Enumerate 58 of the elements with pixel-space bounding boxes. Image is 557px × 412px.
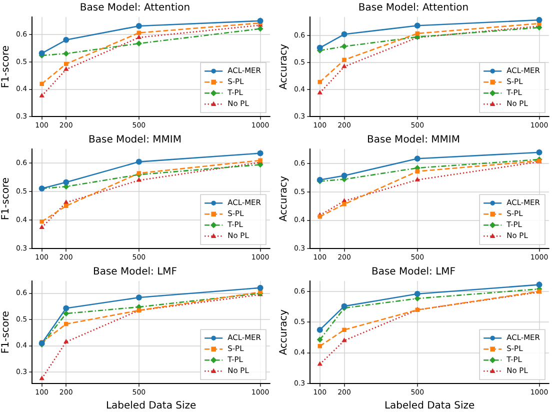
chart-title: Base Model: MMIM — [367, 134, 460, 146]
point — [63, 50, 70, 57]
chart-title: Base Model: Attention — [358, 2, 469, 14]
point — [342, 202, 346, 206]
point — [40, 82, 44, 86]
point — [40, 219, 44, 224]
y-axis-title: Accuracy — [278, 176, 290, 222]
point — [63, 179, 70, 186]
point — [136, 23, 142, 30]
y-axis-title: F1-score — [0, 178, 12, 220]
chart-title: Base Model: MMIM — [88, 134, 182, 146]
point — [136, 30, 142, 35]
point — [136, 158, 142, 165]
point — [136, 177, 142, 182]
point — [414, 290, 420, 297]
y-axis-title: F1-score — [0, 311, 12, 354]
y-axis-title: Accuracy — [278, 309, 290, 356]
point — [63, 305, 70, 312]
x-axis-title: Labeled Data Size — [106, 400, 196, 412]
point — [64, 338, 69, 344]
point — [39, 224, 44, 230]
y-axis-title: Accuracy — [278, 44, 290, 90]
point — [257, 18, 264, 24]
point — [136, 40, 142, 46]
point — [415, 169, 420, 174]
point — [63, 310, 70, 317]
point — [64, 66, 69, 71]
point — [536, 17, 542, 23]
point — [257, 150, 264, 156]
point — [39, 376, 44, 380]
point — [341, 31, 348, 38]
point — [136, 171, 142, 176]
point — [536, 149, 542, 156]
point — [257, 284, 264, 291]
point — [257, 26, 264, 32]
point — [414, 22, 420, 29]
point — [316, 326, 323, 333]
point — [39, 92, 44, 98]
point — [136, 294, 142, 301]
point — [64, 200, 69, 204]
point — [316, 44, 323, 51]
point — [316, 336, 323, 343]
point — [342, 338, 347, 342]
point — [414, 176, 420, 182]
y-axis-title: F1-score — [0, 46, 12, 88]
point — [342, 58, 346, 62]
point — [536, 282, 542, 288]
point — [341, 43, 348, 50]
point — [342, 64, 347, 68]
point — [342, 328, 346, 332]
point — [414, 156, 420, 162]
point — [341, 172, 348, 179]
chart-title: Base Model: LMF — [371, 266, 456, 278]
x-axis-title: Labeled Data Size — [384, 400, 475, 412]
chart-title: Base Model: Attention — [80, 2, 190, 14]
point — [317, 90, 322, 94]
chart-title: Base Model: LMF — [92, 266, 178, 278]
point — [63, 36, 70, 43]
